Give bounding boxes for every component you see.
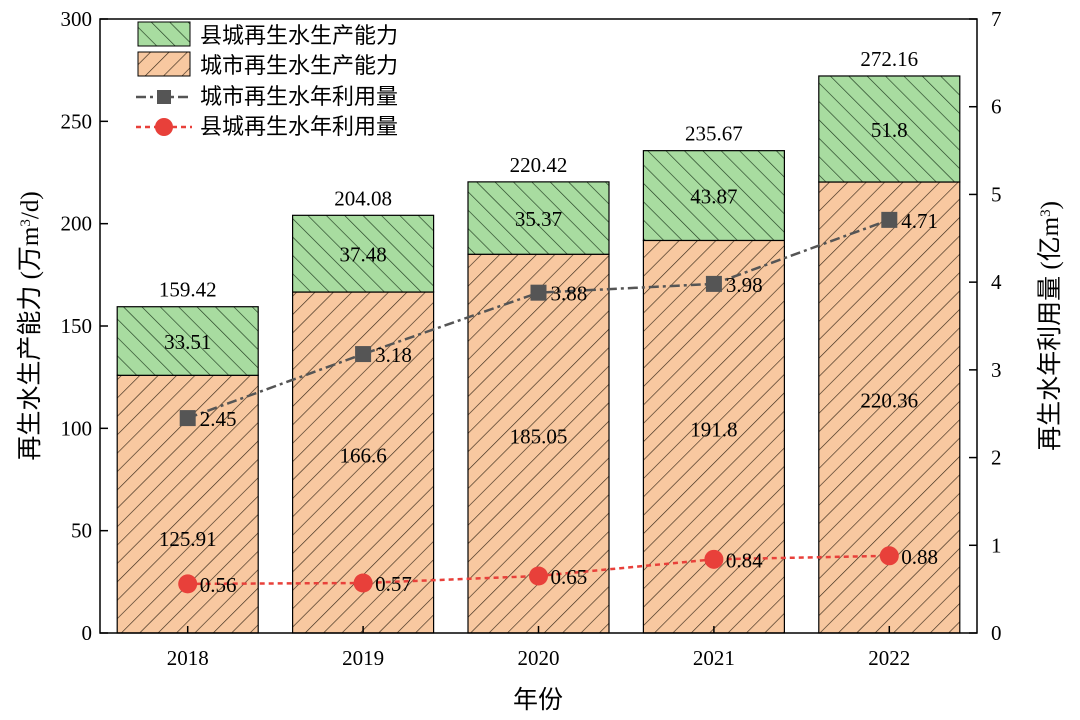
point-county-usage-2018-label: 0.56	[200, 573, 237, 597]
point-county-usage-2019	[353, 573, 373, 593]
point-city-usage-2022-label: 4.71	[901, 209, 938, 233]
x-tick-label-2018: 2018	[167, 646, 209, 670]
label-county-capacity-2019: 37.48	[339, 243, 386, 267]
y-right-tick-label-5: 5	[991, 182, 1002, 206]
point-city-usage-2020	[530, 284, 547, 301]
bar-group	[116, 75, 961, 634]
point-city-usage-2019	[355, 346, 372, 363]
point-county-usage-2018	[178, 574, 198, 594]
x-tick-label-2019: 2019	[342, 646, 384, 670]
y-axis-right-title: 再生水年利用量 (亿m3)	[1036, 201, 1064, 451]
label-county-capacity-2018: 33.51	[164, 330, 211, 354]
label-city-capacity-2020: 185.05	[510, 425, 568, 449]
line-county-usage	[187, 554, 890, 586]
y-axis-left-title-end: /d)	[17, 191, 44, 219]
y-right-tick-label-1: 1	[991, 533, 1002, 557]
y-right-tick-label-6: 6	[991, 95, 1002, 119]
y-left-tick-label-150: 150	[61, 314, 93, 338]
point-city-usage-2022	[881, 211, 898, 228]
y-axis-right-title-sup: 3	[1038, 209, 1054, 217]
legend-swatch-city-capacity	[137, 51, 191, 77]
point-city-usage-2021-label: 3.98	[726, 273, 763, 297]
legend: 县城再生水生产能力 城市再生水生产能力 城市再生水年利用量 县城再生水年利用量	[136, 21, 398, 139]
y-axis-right-title-end: )	[1037, 201, 1064, 209]
axes-group: 0 50 100 150 200 250 300 0 1 2 3 4 5 6 7 2018 2019 2020 20…	[61, 7, 1003, 670]
y-left-tick-label-100: 100	[61, 416, 93, 440]
data-label-group: 125.91 33.51 159.42 166.6 37.48 204.08 185.05 3…	[159, 47, 938, 597]
y-axis-right-title-text: 再生水年利用量 (亿m	[1036, 216, 1064, 451]
label-total-capacity-2021: 235.67	[685, 122, 743, 146]
label-total-capacity-2018: 159.42	[159, 278, 217, 302]
x-tick-label-2020: 2020	[518, 646, 560, 670]
point-city-usage-2018-label: 2.45	[200, 407, 237, 431]
label-city-capacity-2022: 220.36	[860, 388, 918, 412]
label-county-capacity-2021: 43.87	[690, 185, 737, 209]
x-axis-title: 年份	[513, 686, 563, 714]
point-county-usage-2022-label: 0.88	[901, 545, 938, 569]
label-city-capacity-2021: 191.8	[690, 418, 737, 442]
bar-county-capacity-2021	[642, 150, 786, 242]
point-county-usage-2021	[704, 549, 724, 569]
legend-marker-city-usage	[157, 90, 171, 104]
legend-label-city-capacity: 城市再生水生产能力	[200, 53, 398, 78]
point-city-usage-2018	[179, 410, 196, 427]
y-left-tick-label-200: 200	[61, 212, 93, 236]
label-county-capacity-2022: 51.8	[871, 118, 908, 142]
point-county-usage-2020	[529, 566, 548, 586]
point-county-usage-2019-label: 0.57	[375, 572, 412, 596]
y-right-tick-label-3: 3	[991, 358, 1002, 382]
legend-label-county-usage: 县城再生水年利用量	[200, 114, 398, 139]
label-county-capacity-2020: 35.37	[515, 207, 562, 231]
x-tick-label-2022: 2022	[868, 646, 910, 670]
x-tick-label-2021: 2021	[693, 646, 735, 670]
y-axis-left-title-sup: 3	[18, 219, 34, 227]
y-right-tick-label-0: 0	[991, 621, 1002, 645]
y-left-tick-label-50: 50	[71, 519, 92, 543]
y-axis-left-title-text: 再生水生产能力 (万m	[16, 226, 44, 461]
point-county-usage-2020-label: 0.65	[551, 565, 588, 589]
label-city-capacity-2019: 166.6	[339, 444, 386, 468]
line-group	[178, 211, 899, 594]
y-axis-left-title: 再生水生产能力 (万m3/d)	[16, 191, 44, 460]
bar-county-capacity-2020	[467, 181, 610, 255]
point-city-usage-2019-label: 3.18	[375, 343, 412, 367]
label-total-capacity-2022: 272.16	[860, 47, 918, 71]
legend-label-city-usage: 城市再生水年利用量	[200, 84, 398, 109]
legend-label-county-capacity: 县城再生水生产能力	[200, 23, 398, 48]
label-city-capacity-2018: 125.91	[159, 527, 217, 551]
point-county-usage-2021-label: 0.84	[726, 548, 763, 572]
bar-county-capacity-2018	[116, 306, 259, 376]
y-right-tick-label-4: 4	[991, 270, 1002, 294]
point-city-usage-2021	[705, 275, 722, 292]
bar-county-capacity-2022	[818, 75, 961, 183]
point-city-usage-2020-label: 3.88	[551, 282, 588, 306]
y-left-tick-label-300: 300	[61, 7, 93, 31]
y-right-tick-label-7: 7	[991, 7, 1002, 31]
label-total-capacity-2019: 204.08	[334, 186, 392, 210]
y-left-tick-label-0: 0	[82, 621, 93, 645]
bar-county-capacity-2019	[292, 214, 435, 293]
y-right-tick-label-2: 2	[991, 446, 1002, 470]
label-total-capacity-2020: 220.42	[510, 153, 568, 177]
legend-swatch-county-capacity	[137, 21, 191, 47]
y-left-tick-label-250: 250	[61, 109, 93, 133]
point-county-usage-2022	[879, 546, 899, 566]
legend-marker-county-usage	[155, 118, 173, 136]
